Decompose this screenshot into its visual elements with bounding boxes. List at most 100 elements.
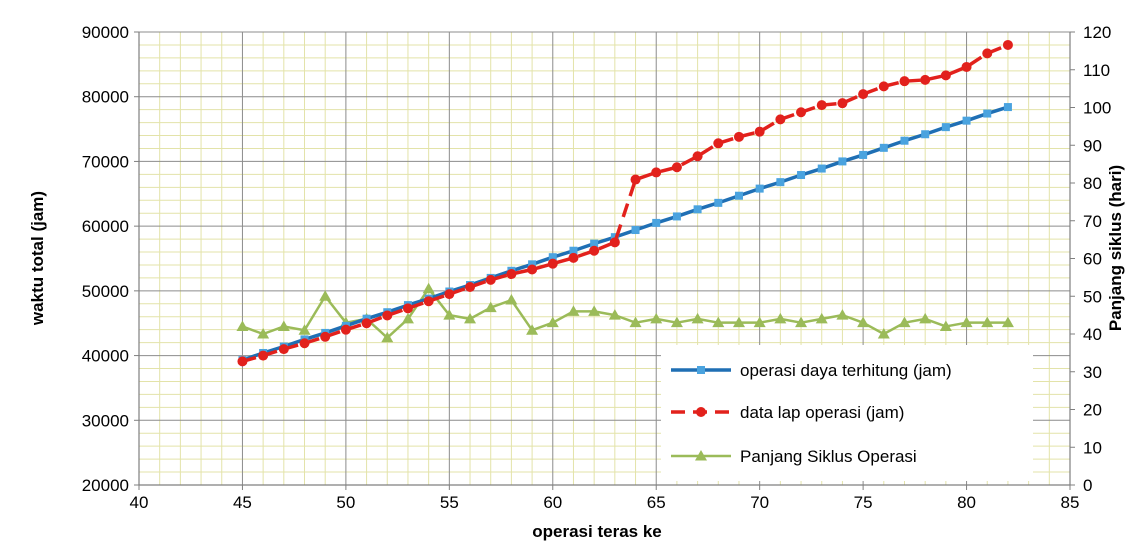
series-3-point	[898, 316, 911, 328]
series-3-point	[795, 316, 808, 328]
series-2-point	[878, 81, 889, 92]
series-1-point	[983, 109, 992, 118]
y-tick-label: 30000	[82, 411, 129, 430]
series-3-point	[588, 305, 601, 316]
y2-tick-label: 0	[1083, 476, 1092, 495]
series-1-point	[734, 191, 743, 200]
series-3-point	[836, 309, 849, 320]
x-tick-label: 70	[750, 493, 769, 512]
series-2-point	[630, 174, 641, 185]
y2-tick-label: 30	[1083, 363, 1102, 382]
series-2-point	[961, 61, 972, 72]
series-1-point	[859, 150, 868, 159]
legend: operasi daya terhitung (jam) data lap ope…	[661, 345, 1033, 481]
series-2-point	[465, 281, 476, 292]
series-1-point	[714, 198, 723, 207]
series-3-point	[629, 316, 642, 328]
series-3-point	[753, 316, 766, 328]
series-3-point	[567, 305, 580, 316]
series-1-point	[797, 171, 806, 180]
series-2-point	[651, 167, 662, 178]
series-3-point	[857, 316, 870, 328]
series-layer	[236, 39, 1014, 367]
series-3-point	[608, 309, 621, 320]
series-3-point	[298, 324, 311, 335]
series-2-point	[920, 74, 931, 85]
series-2-point	[816, 100, 827, 111]
series-3-point	[960, 316, 973, 328]
series-3-point	[257, 328, 270, 339]
series-2-point	[899, 76, 910, 87]
series-3-point	[877, 328, 890, 339]
series-1-point	[900, 136, 909, 145]
series-2-point	[382, 310, 393, 321]
series-3-point	[443, 309, 456, 320]
y2-tick-label: 80	[1083, 174, 1102, 193]
x-tick-label: 45	[233, 493, 252, 512]
x-tick-label: 75	[854, 493, 873, 512]
series-2-point	[982, 48, 993, 59]
series-3-point	[526, 324, 539, 335]
x-tick-label: 65	[647, 493, 666, 512]
series-3-point	[422, 282, 435, 294]
y2-tick-label: 70	[1083, 212, 1102, 231]
series-3-point	[815, 312, 828, 324]
y2-tick-label: 120	[1083, 23, 1111, 42]
y-tick-label: 80000	[82, 88, 129, 107]
series-2-point	[506, 269, 517, 280]
series-1-point	[879, 143, 888, 152]
series-2-point	[858, 89, 869, 100]
series-2-point	[258, 350, 269, 361]
series-3-point	[732, 316, 745, 328]
series-1-point	[962, 116, 971, 125]
x-tick-label: 80	[957, 493, 976, 512]
legend-marker-3	[695, 450, 707, 461]
y2-tick-label: 90	[1083, 136, 1102, 155]
series-3-point	[236, 320, 249, 331]
series-3-point	[484, 301, 497, 313]
y2-tick-label: 20	[1083, 401, 1102, 420]
series-1-point	[817, 164, 826, 173]
series-1-point	[838, 157, 847, 166]
series-2-point	[485, 274, 496, 285]
series-1-point	[652, 218, 661, 227]
series-2-point	[733, 131, 744, 142]
series-1-point	[941, 123, 950, 132]
series-3-point	[981, 316, 994, 328]
legend-marker-2	[696, 407, 706, 417]
series-3-point	[464, 312, 477, 324]
y-tick-label: 90000	[82, 23, 129, 42]
x-tick-label: 60	[543, 493, 562, 512]
series-2-point	[444, 289, 455, 300]
series-3-point	[319, 290, 332, 301]
series-2-point	[527, 264, 538, 275]
series-3-point	[919, 312, 932, 324]
tick-labels: 40 45 50 55 60 65 70 75 80 85 20000 30000 40000 50000…	[82, 23, 1112, 512]
y2-tick-label: 10	[1083, 438, 1102, 457]
series-2-point	[589, 245, 600, 256]
series-1-point	[548, 253, 557, 262]
x-axis-title: operasi teras ke	[532, 522, 661, 541]
series-1-point	[755, 184, 764, 193]
series-2-point	[402, 303, 413, 314]
series-3-point	[650, 312, 663, 324]
y2-tick-label: 60	[1083, 250, 1102, 269]
series-3-point	[774, 312, 787, 324]
x-tick-label: 55	[440, 493, 459, 512]
series-2-point	[940, 70, 951, 81]
series-1-point	[921, 130, 930, 139]
y-tick-label: 20000	[82, 476, 129, 495]
series-2-point	[671, 162, 682, 173]
series-2-point	[796, 107, 807, 118]
series-3-point	[381, 331, 394, 343]
series-1-point	[776, 178, 785, 187]
x-tick-label: 40	[130, 493, 149, 512]
series-3-point	[546, 316, 559, 328]
series-1-point	[672, 212, 681, 221]
series-3-point	[712, 316, 725, 328]
series-2-point	[568, 252, 579, 263]
x-tick-label: 50	[336, 493, 355, 512]
y2-axis-title: Panjang siklus (hari)	[1106, 165, 1125, 331]
